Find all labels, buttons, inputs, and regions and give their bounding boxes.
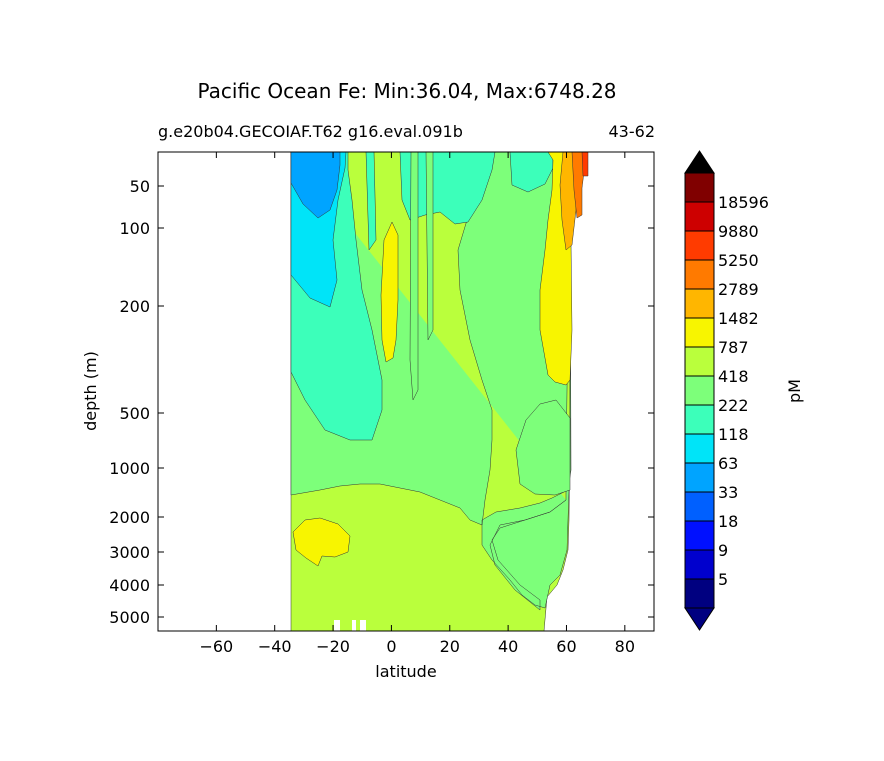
colorbar-tick-label: 5250 [718,251,759,270]
colorbar-segment [685,202,714,231]
colorbar-segment [685,550,714,579]
y-tick-label: 200 [119,297,150,316]
colorbar-tick-label: 63 [718,454,738,473]
bathymetry-gap [352,620,356,631]
colorbar-tick-label: 33 [718,483,738,502]
x-tick-label: −60 [199,637,233,656]
colorbar-tick-label: 5 [718,570,728,589]
x-tick-label: 80 [615,637,635,656]
bathymetry-gap [334,620,340,631]
x-tick-label: −40 [258,637,292,656]
y-axis-label: depth (m) [81,351,100,431]
contour-fields [290,152,589,631]
colorbar-segment [685,521,714,550]
x-tick-label: −20 [316,637,350,656]
y-tick-label: 500 [119,404,150,423]
chart-title: Pacific Ocean Fe: Min:36.04, Max:6748.28 [197,79,616,103]
colorbar-extend-min [684,607,715,631]
y-tick-label: 4000 [109,576,150,595]
x-axis: −60 −40 −20 0 20 40 60 80 [199,152,635,656]
contour-118-222 [290,152,554,441]
colorbar: 5 9 18 33 63 118 222 418 787 1482 2789 5250 9880 1859… [684,150,769,631]
y-axis: 50 100 200 500 1000 2000 3000 4000 5000 [109,177,654,627]
y-tick-label: 1000 [109,459,150,478]
colorbar-segment [685,405,714,434]
y-tick-label: 2000 [109,508,150,527]
contour-equatorial-max [380,221,399,363]
colorbar-segment [685,492,714,521]
contour-33-63 [290,152,341,219]
colorbar-frame [684,172,715,609]
x-axis-label: latitude [375,662,436,681]
colorbar-segment [685,434,714,463]
colorbar-extend-max [684,150,715,174]
x-tick-label: 40 [498,637,518,656]
x-tick-label: 0 [386,637,396,656]
y-tick-label: 5000 [109,608,150,627]
x-tick-label: 60 [556,637,576,656]
colorbar-tick-label: 118 [718,425,749,444]
bathymetry-gap [360,620,366,631]
contour-north-red [581,152,589,177]
plot-frame [157,151,655,632]
chart-subtitle-left: g.e20b04.GECOIAF.T62 g16.eval.091b [158,122,463,141]
colorbar-tick-label: 2789 [718,280,759,299]
colorbar-tick-label: 9880 [718,222,759,241]
colorbar-tick-label: 18596 [718,193,769,212]
colorbar-tick-label: 18 [718,512,738,531]
colorbar-segment [685,260,714,289]
colorbar-segment [685,376,714,405]
contour-filament-c [365,152,377,251]
colorbar-tick-label: 1482 [718,309,759,328]
colorbar-tick-label: 418 [718,367,749,386]
contour-east-mid [515,399,571,496]
y-tick-label: 100 [119,219,150,238]
colorbar-label: pM [785,379,804,403]
colorbar-segment [685,318,714,347]
colorbar-segment [685,347,714,376]
colorbar-segment [685,231,714,260]
y-tick-label: 3000 [109,543,150,562]
colorbar-tick-label: 9 [718,541,728,560]
colorbar-segment [685,463,714,492]
colorbar-segment [685,173,714,202]
colorbar-segment [685,289,714,318]
colorbar-segment [685,579,714,608]
chart-subtitle-right: 43-62 [609,122,656,141]
contour-filament-a [409,152,419,401]
contour-filament-b [425,152,434,341]
y-tick-label: 50 [130,177,150,196]
colorbar-tick-label: 787 [718,338,749,357]
x-tick-label: 20 [440,637,460,656]
contour-deep-patch [292,517,351,567]
colorbar-tick-label: 222 [718,396,749,415]
